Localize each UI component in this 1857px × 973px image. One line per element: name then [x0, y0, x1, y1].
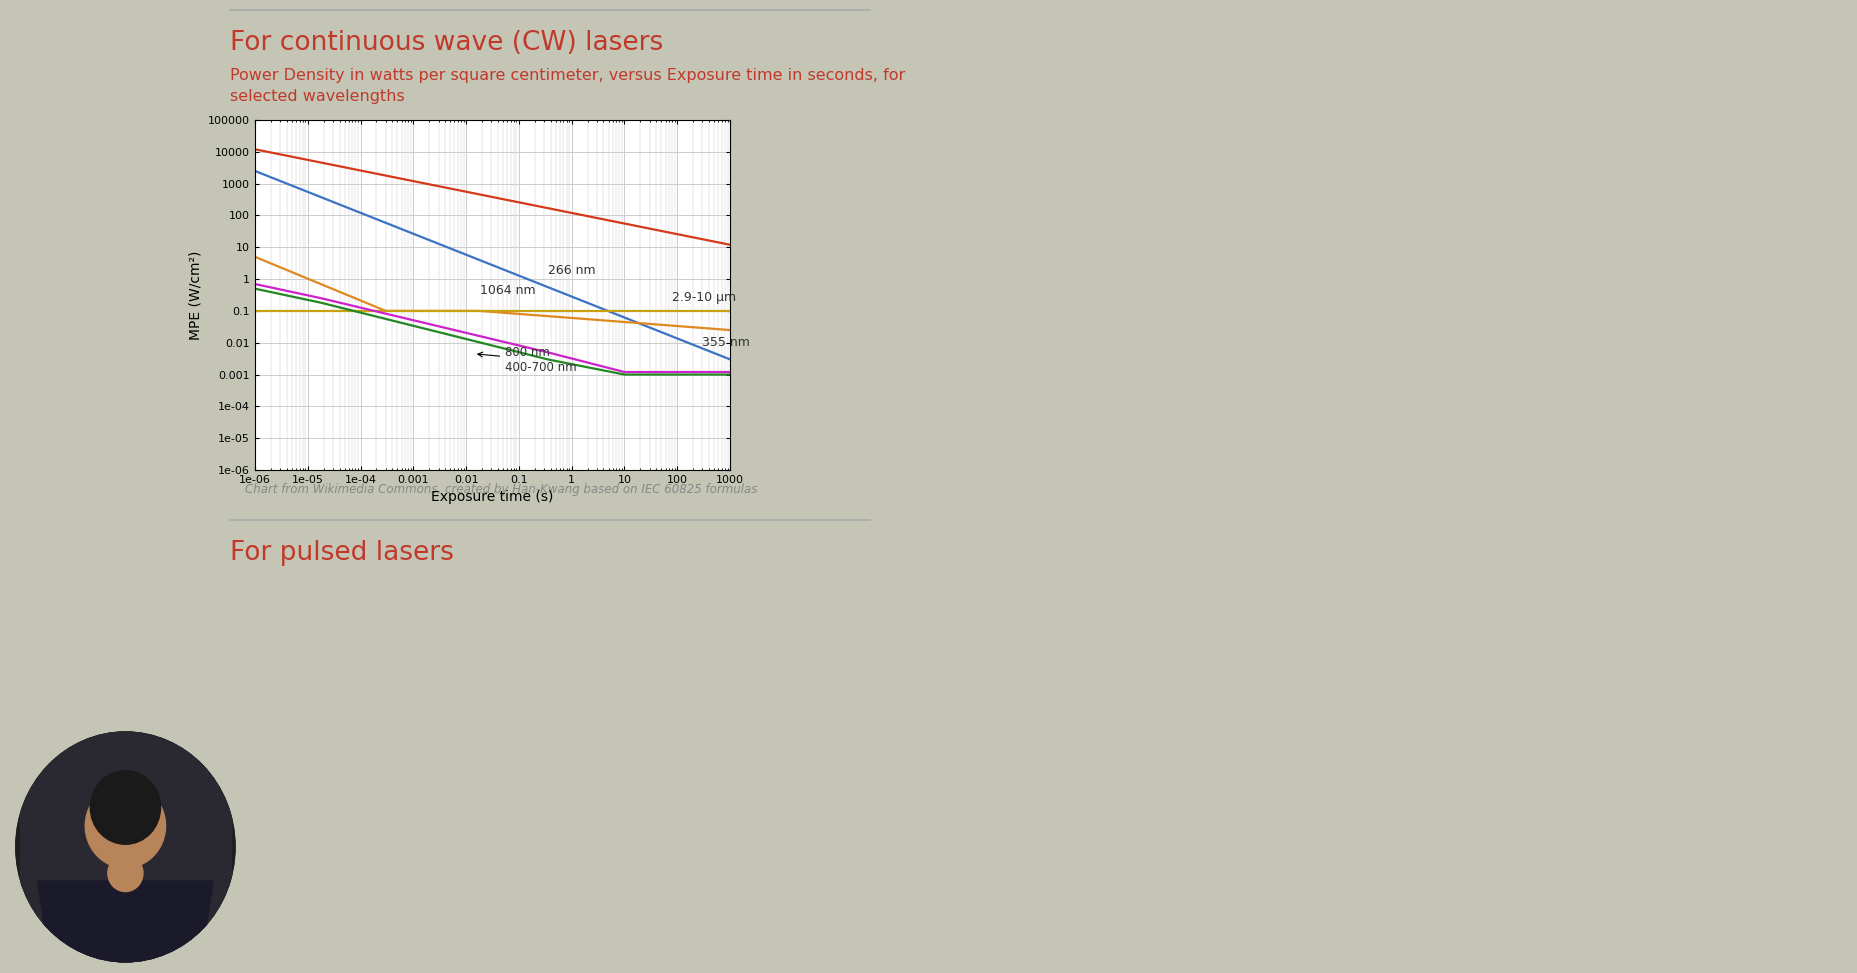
- Circle shape: [15, 732, 236, 962]
- Text: 800 nm
400-700 nm: 800 nm 400-700 nm: [477, 346, 576, 374]
- Text: For continuous wave (CW) lasers: For continuous wave (CW) lasers: [230, 30, 663, 56]
- Text: 355 nm: 355 nm: [702, 336, 750, 348]
- Text: For pulsed lasers: For pulsed lasers: [230, 540, 453, 566]
- Text: 266 nm: 266 nm: [548, 264, 594, 276]
- Text: Power Density in watts per square centimeter, versus Exposure time in seconds, f: Power Density in watts per square centim…: [230, 68, 904, 104]
- Text: 2.9-10 μm: 2.9-10 μm: [672, 292, 735, 305]
- Bar: [20, 732, 230, 962]
- Circle shape: [85, 784, 165, 868]
- Y-axis label: MPE (W/cm²): MPE (W/cm²): [188, 250, 202, 340]
- Polygon shape: [37, 882, 214, 962]
- Text: 1064 nm: 1064 nm: [479, 284, 535, 297]
- X-axis label: Exposure time (s): Exposure time (s): [431, 490, 553, 504]
- Circle shape: [91, 771, 160, 845]
- Circle shape: [108, 854, 143, 891]
- Text: Chart from Wikimedia Commons, created by Han-Kwang based on IEC 60825 formulas: Chart from Wikimedia Commons, created by…: [245, 483, 758, 496]
